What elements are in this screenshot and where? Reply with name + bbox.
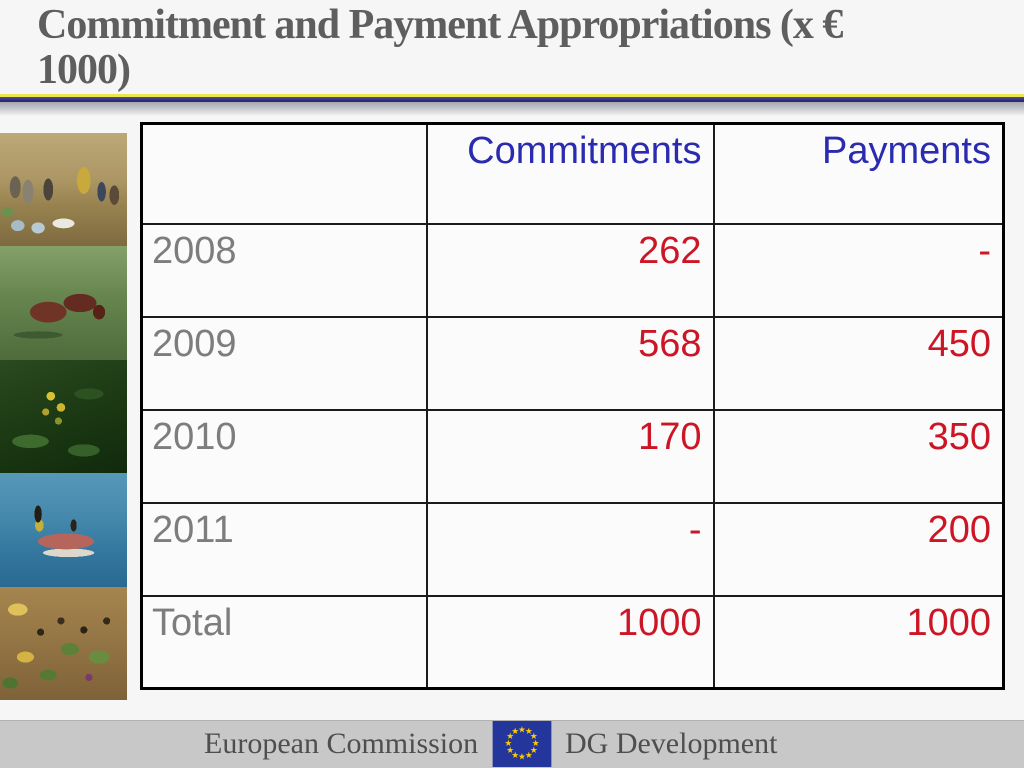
footer-department: DG Development <box>565 727 778 760</box>
svg-text:★: ★ <box>511 727 519 737</box>
svg-text:★: ★ <box>525 727 533 737</box>
title-divider-yellow <box>0 94 1024 97</box>
svg-text:★: ★ <box>530 732 538 742</box>
table-row-total: Total 1000 1000 <box>140 594 1005 690</box>
table-row-2008: 2008 262 - <box>140 222 1005 318</box>
svg-text:★: ★ <box>532 739 540 749</box>
svg-text:★: ★ <box>506 746 514 756</box>
commitments-value: 568 <box>425 315 715 411</box>
payments-value: 450 <box>712 315 1005 411</box>
market-crowd-photo <box>0 586 127 701</box>
svg-text:★: ★ <box>518 725 526 735</box>
villagers-at-water-well-photo <box>0 133 127 247</box>
row-label: Total <box>140 594 428 690</box>
commitments-value: 262 <box>425 222 715 318</box>
footer-organization: European Commission <box>204 727 479 760</box>
table-row-2009: 2009 568 450 <box>140 315 1005 411</box>
appropriations-table: Commitments Payments 2008 262 - 2009 568… <box>140 122 1005 690</box>
svg-text:★: ★ <box>504 739 512 749</box>
commitments-value: - <box>425 501 715 597</box>
row-label: 2011 <box>140 501 428 597</box>
oxen-ploughing-field-photo <box>0 246 127 360</box>
svg-text:★: ★ <box>511 751 519 761</box>
commitments-value: 170 <box>425 408 715 504</box>
svg-text:★: ★ <box>506 732 514 742</box>
fishermen-in-boat-photo <box>0 473 127 587</box>
row-label: 2008 <box>140 222 428 318</box>
header-empty-cell <box>140 122 428 225</box>
payments-value: - <box>712 222 1005 318</box>
svg-text:★: ★ <box>518 753 526 763</box>
page-title: Commitment and Payment Appropriations (x… <box>37 3 997 93</box>
page-title-line1: Commitment and Payment Appropriations (x… <box>37 2 843 48</box>
page-title-line2: 1000) <box>37 47 131 93</box>
table-row-2011: 2011 - 200 <box>140 501 1005 597</box>
title-divider-shadow <box>0 102 1024 116</box>
commitments-value: 1000 <box>425 594 715 690</box>
title-divider-navy <box>0 97 1024 102</box>
eu-flag-icon: ★ ★ ★ ★ ★ ★ ★ ★ ★ ★ ★ ★ <box>492 721 552 767</box>
row-label: 2010 <box>140 408 428 504</box>
payments-value: 350 <box>712 408 1005 504</box>
payments-value: 1000 <box>712 594 1005 690</box>
header-payments: Payments <box>712 122 1005 225</box>
photo-strip <box>0 133 127 701</box>
plant-with-yellow-berries-photo <box>0 359 127 474</box>
svg-text:★: ★ <box>530 746 538 756</box>
svg-text:★: ★ <box>525 751 533 761</box>
payments-value: 200 <box>712 501 1005 597</box>
table-header-row: Commitments Payments <box>140 122 1005 225</box>
table-row-2010: 2010 170 350 <box>140 408 1005 504</box>
footer-bar: European Commission ★ ★ ★ ★ ★ ★ ★ ★ ★ ★ … <box>0 720 1024 768</box>
row-label: 2009 <box>140 315 428 411</box>
header-commitments: Commitments <box>425 122 715 225</box>
